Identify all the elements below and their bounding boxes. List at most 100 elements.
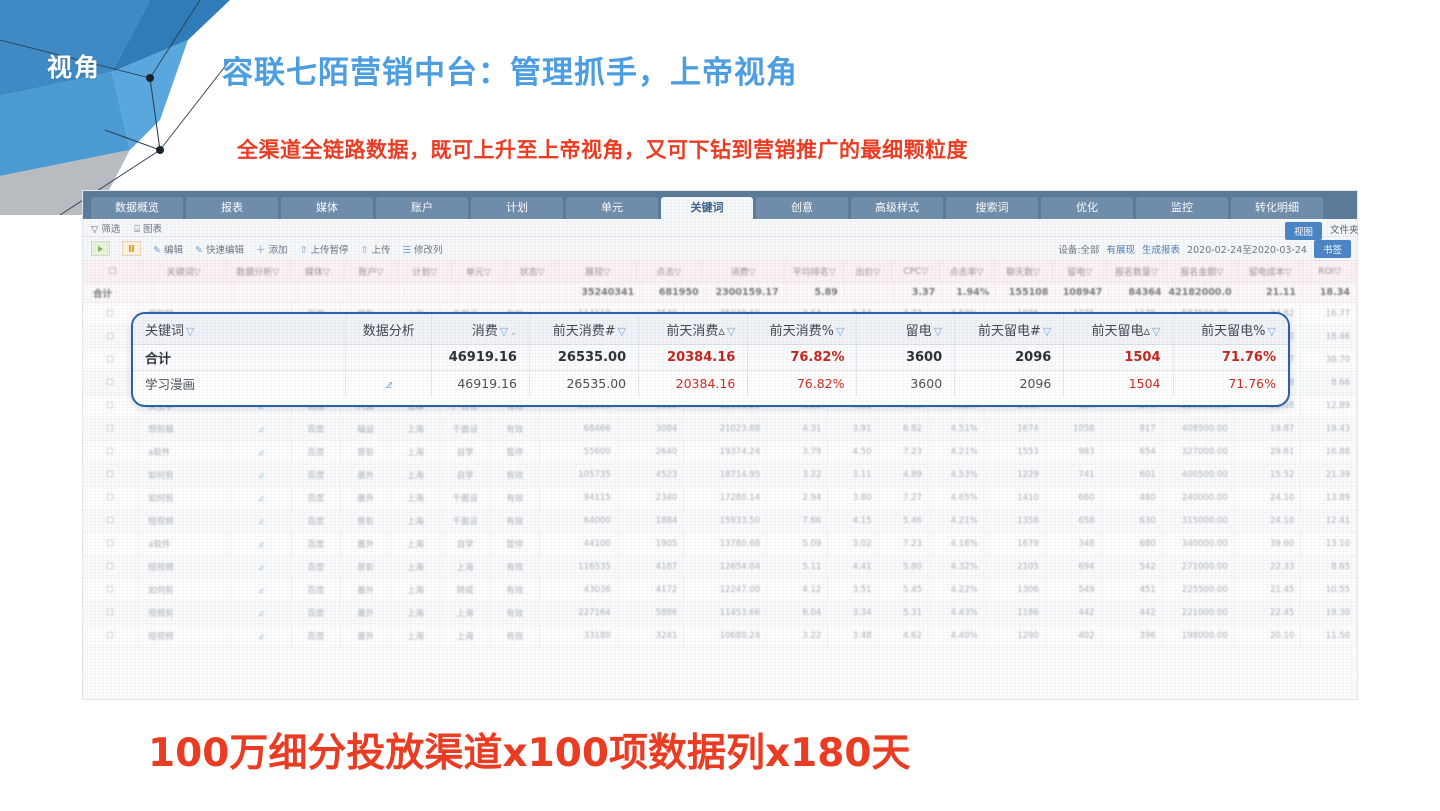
- columns-button[interactable]: ☰ 修改列: [402, 242, 442, 256]
- callout-column-header-2[interactable]: 消费 ▽ ⌄: [431, 314, 530, 345]
- row-analysis-icon[interactable]: ⦨: [231, 602, 292, 624]
- grid-column-header[interactable]: 报名金额▽: [1167, 261, 1238, 282]
- grid-column-header[interactable]: CPC▽: [892, 261, 941, 282]
- grid-column-header[interactable]: 关键词▽: [143, 261, 226, 282]
- bookmark-button[interactable]: 书签: [1313, 239, 1351, 258]
- folder-button[interactable]: 文件夹: [1330, 225, 1359, 236]
- tab-8[interactable]: 高级样式: [851, 197, 943, 219]
- row-analysis-icon[interactable]: ⦨: [231, 487, 292, 509]
- pause-button[interactable]: [122, 241, 141, 256]
- callout-column-header-1[interactable]: 数据分析: [345, 314, 433, 345]
- table-row[interactable]: ☐ 短视频 ⦨ 百度 景彰 上海 千面设 有效 64000 1884 15933.50 7.66 4.1…: [83, 510, 1357, 533]
- table-row[interactable]: ☐ 想剪辑 ⦨ 百度 福益 上海 千面设 有效 68466 3084 21023.88 4.31 3.9…: [83, 418, 1357, 441]
- device-filter[interactable]: 设备:全部: [1058, 244, 1100, 256]
- grid-column-header[interactable]: 账户▽: [345, 261, 399, 282]
- view-button[interactable]: 视图: [1285, 222, 1323, 240]
- grid-column-header[interactable]: 展现▽: [559, 261, 637, 282]
- quick-edit-button[interactable]: ✎ 快速编辑: [195, 242, 244, 256]
- callout-column-header-5[interactable]: 前天消费% ▽: [747, 314, 858, 345]
- callout-column-header-8[interactable]: 前天留电▵ ▽: [1063, 314, 1174, 345]
- row-analysis-icon[interactable]: ⦨: [231, 579, 292, 601]
- filter-icon[interactable]: ▽: [836, 324, 845, 338]
- table-row[interactable]: ☐ a软件 ⦨ 百度 景彰 上海 自学 暂停 55600 2640 19374.24 3.79 4.50…: [83, 441, 1357, 464]
- filter-icon[interactable]: ▽: [1267, 324, 1276, 338]
- row-checkbox[interactable]: ☐: [83, 303, 139, 325]
- filter-icon[interactable]: ▽: [1152, 324, 1161, 338]
- row-checkbox[interactable]: ☐: [83, 464, 139, 486]
- grid-column-header[interactable]: 计划▽: [398, 261, 453, 282]
- row-analysis-icon[interactable]: ⦨: [231, 533, 292, 555]
- row-checkbox[interactable]: ☐: [83, 579, 139, 601]
- table-row[interactable]: ☐ 如何剪 ⦨ 百度 墨外 上海 自学 有效 105735 4523 18714.95 3.22 3.1…: [83, 464, 1357, 487]
- grid-column-header[interactable]: 点击▽: [637, 261, 702, 282]
- upload-button[interactable]: ⇧ 上传: [360, 242, 390, 256]
- impression-filter[interactable]: 有展现: [1106, 244, 1136, 256]
- row-checkbox[interactable]: ☐: [83, 395, 139, 417]
- grid-column-header[interactable]: 消费▽: [702, 261, 785, 282]
- tab-4[interactable]: 计划: [471, 197, 563, 219]
- table-row[interactable]: ☐ 如何剪 ⦨ 百度 墨外 上海 千面设 有效 94115 2340 17280.14 2.94 3.8…: [83, 487, 1357, 510]
- row-checkbox[interactable]: ☐: [83, 602, 139, 624]
- filter-toggle[interactable]: ▽ 筛选: [91, 221, 120, 235]
- grid-column-header[interactable]: 媒体▽: [291, 261, 345, 282]
- filter-icon[interactable]: ▽: [933, 324, 943, 338]
- row-analysis-icon[interactable]: ⦨: [231, 464, 292, 486]
- filter-icon[interactable]: ▽: [617, 324, 627, 338]
- row-checkbox[interactable]: ☐: [83, 556, 139, 578]
- grid-column-header[interactable]: 单元▽: [452, 261, 506, 282]
- play-button[interactable]: [91, 241, 110, 256]
- table-row[interactable]: ☐ 短视频 ⦨ 百度 墨外 上海 上海 有效 33180 3241 10680.24 3.22 3.48…: [83, 625, 1357, 648]
- grid-column-header[interactable]: 报名数量▽: [1107, 261, 1167, 282]
- row-checkbox[interactable]: ☐: [83, 441, 139, 463]
- grid-column-header[interactable]: 平均排名▽: [785, 261, 845, 282]
- tab-5[interactable]: 单元: [566, 197, 658, 219]
- row-analysis-icon[interactable]: ⦨: [231, 441, 292, 463]
- callout-column-header-0[interactable]: 关键词 ▽: [133, 314, 347, 345]
- tab-1[interactable]: 报表: [186, 197, 278, 219]
- row-checkbox[interactable]: ☐: [83, 625, 139, 647]
- callout-column-header-9[interactable]: 前天留电% ▽: [1173, 314, 1288, 345]
- row-checkbox[interactable]: ☐: [83, 510, 139, 532]
- tab-3[interactable]: 账户: [376, 197, 468, 219]
- generate-report-button[interactable]: 生成报表: [1142, 244, 1181, 256]
- grid-column-header[interactable]: 出价▽: [844, 261, 893, 282]
- tab-7[interactable]: 创意: [756, 197, 848, 219]
- tab-12[interactable]: 转化明细: [1231, 197, 1323, 219]
- filter-icon[interactable]: ▽: [1042, 324, 1052, 338]
- callout-data-row[interactable]: 学习漫画 ⦨ 46919.16 26535.00 20384.16 76.82% 3600 2…: [133, 370, 1288, 396]
- grid-column-header[interactable]: 数据分析▽: [226, 261, 291, 282]
- table-row[interactable]: ☐ 视频剪 ⦨ 百度 墨外 上海 上海 有效 227164 5886 11453.66 6.04 3.3…: [83, 602, 1357, 625]
- upload-pause-button[interactable]: ⇧ 上传暂停: [300, 242, 349, 256]
- callout-column-header-7[interactable]: 前天留电# ▽: [954, 314, 1065, 345]
- chart-toggle[interactable]: ⌸ 图表: [134, 221, 162, 235]
- grid-column-header[interactable]: 留电▽: [1053, 261, 1108, 282]
- trend-chart-icon[interactable]: ⦨: [345, 370, 433, 396]
- filter-icon[interactable]: ▽: [499, 324, 509, 338]
- grid-column-header[interactable]: ROI▽: [1303, 261, 1357, 282]
- row-checkbox[interactable]: ☐: [83, 533, 139, 555]
- callout-column-header-3[interactable]: 前天消费# ▽: [529, 314, 640, 345]
- grid-select-all-checkbox[interactable]: ☐: [83, 261, 143, 282]
- edit-button[interactable]: ✎ 编辑: [153, 242, 183, 256]
- tab-0[interactable]: 数据概览: [91, 197, 183, 219]
- callout-total-row[interactable]: 合计 46919.16 26535.00 20384.16 76.82% 3600 2096…: [133, 344, 1288, 371]
- add-button[interactable]: ＋添加: [256, 242, 288, 256]
- date-range-picker[interactable]: 2020-02-24至2020-03-24: [1187, 244, 1307, 256]
- row-analysis-icon[interactable]: ⦨: [231, 625, 292, 647]
- chevron-down-icon[interactable]: ⌄: [510, 327, 517, 337]
- row-checkbox[interactable]: ☐: [83, 326, 139, 348]
- row-checkbox[interactable]: ☐: [83, 418, 139, 440]
- table-row[interactable]: ☐ a软件 ⦨ 百度 墨外 上海 自学 暂停 44100 1905 13780.68 5.09 3.02…: [83, 533, 1357, 556]
- tab-6[interactable]: 关键词: [661, 197, 753, 219]
- row-checkbox[interactable]: ☐: [83, 372, 139, 394]
- grid-column-header[interactable]: 留电成本▽: [1238, 261, 1304, 282]
- tab-9[interactable]: 搜索词: [946, 197, 1038, 219]
- filter-icon[interactable]: ▽: [726, 324, 736, 338]
- callout-column-header-6[interactable]: 留电 ▽: [856, 314, 956, 345]
- row-checkbox[interactable]: ☐: [83, 349, 139, 371]
- row-analysis-icon[interactable]: ⦨: [231, 510, 292, 532]
- row-checkbox[interactable]: ☐: [83, 487, 139, 509]
- callout-column-header-4[interactable]: 前天消费▵ ▽: [638, 314, 749, 345]
- table-row[interactable]: ☐ 如何剪 ⦨ 百度 墨外 上海 转成 有效 43036 4172 12247.00 4.12 3.51…: [83, 579, 1357, 602]
- table-row[interactable]: ☐ 短视频 ⦨ 百度 景彰 上海 上海 有效 116535 4187 12654.04 5.11 4.4…: [83, 556, 1357, 579]
